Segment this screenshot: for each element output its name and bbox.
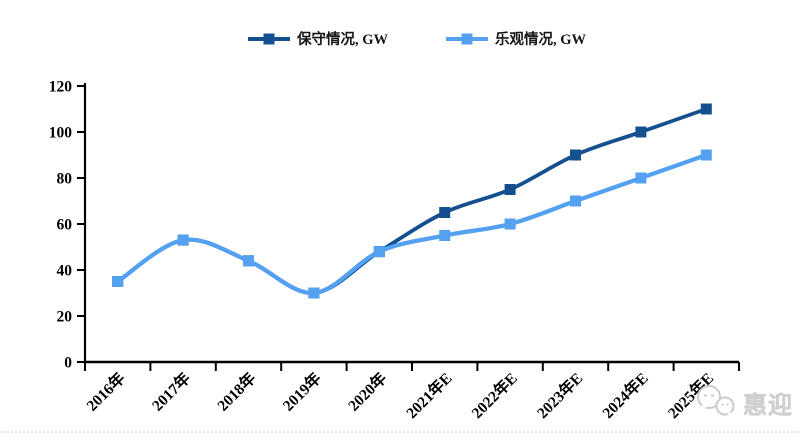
x-tick-label: 2023年E: [533, 368, 587, 422]
series-marker-0: [504, 184, 516, 195]
series-marker-0: [700, 103, 712, 115]
wechat-icon: [697, 385, 735, 417]
y-tick-label: 120: [49, 79, 73, 96]
legend-item-conservative: 保守情况, GW: [248, 28, 388, 49]
series-marker-1: [570, 195, 581, 207]
y-tick-label: 60: [57, 217, 73, 234]
series-marker-1: [439, 230, 451, 241]
x-tick-label: 2020年: [344, 368, 391, 415]
legend-marker-conservative-icon: [248, 33, 290, 44]
legend-label-conservative: 保守情况, GW: [297, 32, 389, 48]
x-tick-label: 2019年: [278, 368, 325, 415]
series-marker-1: [635, 172, 647, 184]
x-tick-label: 2018年: [213, 368, 260, 415]
series-marker-1: [243, 255, 254, 267]
series-marker-0: [439, 207, 451, 218]
series-marker-1: [177, 234, 189, 246]
watermark-text: 惠迎: [743, 391, 793, 419]
x-tick-label: 2017年: [148, 368, 195, 415]
series-marker-1: [700, 149, 712, 161]
series-marker-1: [504, 218, 516, 230]
series-marker-1: [112, 276, 124, 287]
series-marker-0: [635, 126, 647, 138]
series-marker-1: [373, 246, 385, 258]
watermark: 惠迎: [694, 383, 793, 421]
y-tick-label: 80: [57, 171, 73, 188]
y-tick-label: 0: [64, 355, 72, 372]
series-marker-1: [308, 287, 320, 299]
x-tick-label: 2024年E: [598, 368, 652, 422]
y-tick-label: 20: [57, 309, 73, 326]
series-line-0: [115, 107, 709, 295]
x-tick-label: 2022年E: [467, 368, 521, 422]
legend-item-optimistic: 乐观情况, GW: [446, 28, 586, 49]
y-tick-label: 40: [57, 263, 73, 280]
x-tick-label: 2016年: [82, 368, 129, 415]
legend-marker-optimistic-icon: [446, 33, 488, 44]
x-tick-label: 2021年E: [402, 368, 456, 422]
bottom-divider: [0, 431, 800, 433]
series-marker-0: [570, 149, 581, 161]
series-line-1: [115, 152, 709, 296]
legend-label-optimistic: 乐观情况, GW: [495, 32, 587, 48]
y-tick-label: 100: [49, 125, 73, 142]
